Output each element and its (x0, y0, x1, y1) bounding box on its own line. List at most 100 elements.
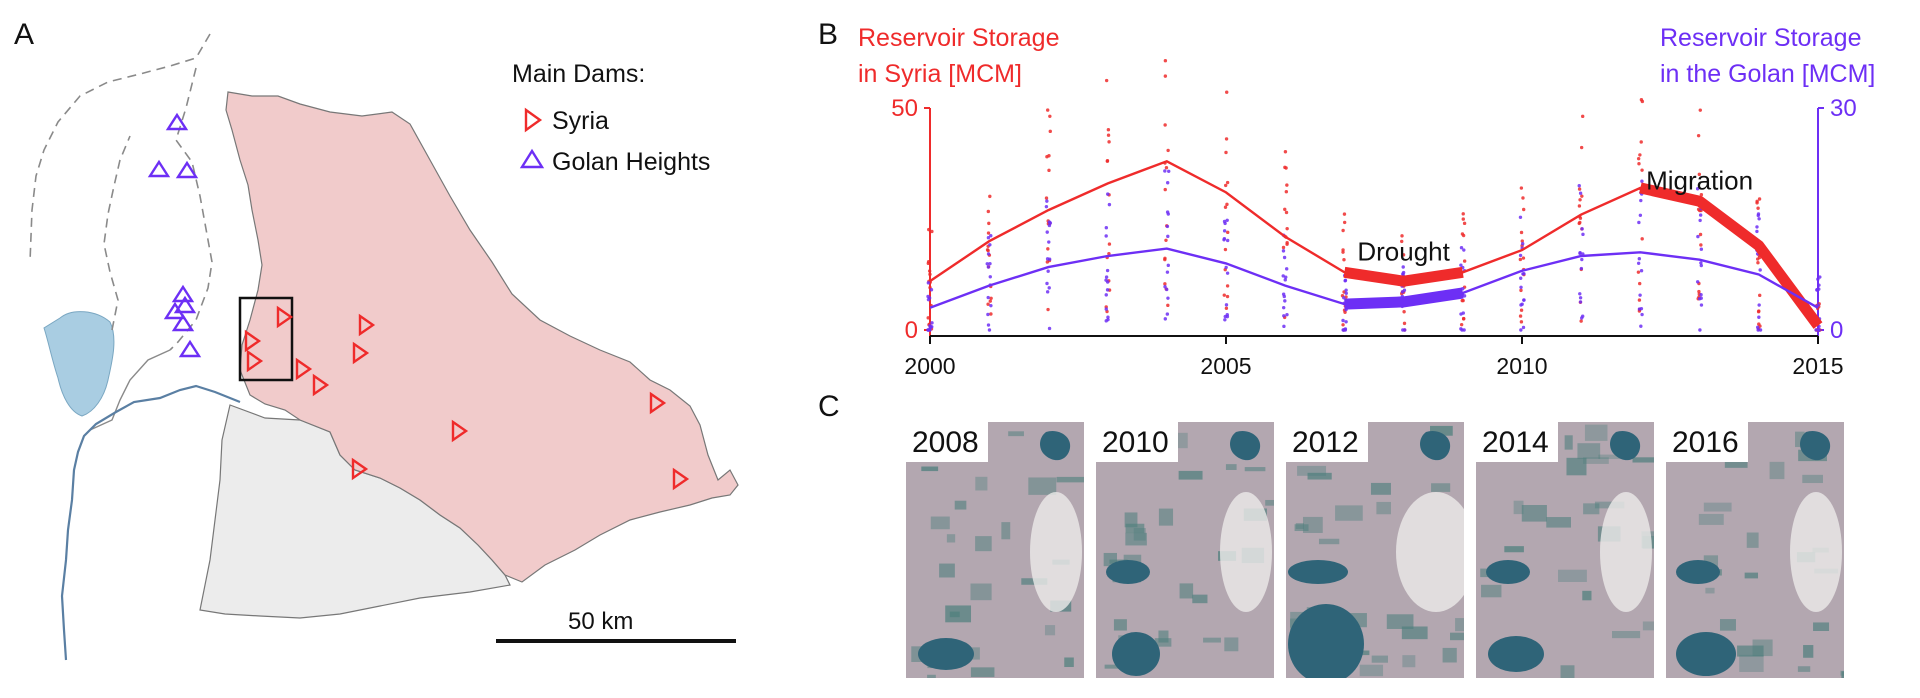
scatter-point (1697, 289, 1701, 294)
scatter-point (1225, 90, 1229, 94)
scatter-point (1225, 271, 1230, 275)
scatter-point (1107, 140, 1111, 144)
scatter-point (1578, 292, 1582, 296)
scatter-point (1225, 218, 1229, 222)
field-patch (1123, 554, 1142, 566)
scatter-point (987, 328, 992, 332)
border-dashed (29, 33, 211, 263)
scatter-point (1519, 320, 1524, 324)
scatter-point (1637, 162, 1641, 166)
scatter-point (1578, 251, 1582, 256)
scatter-point (1757, 197, 1762, 201)
scatter-point (1224, 303, 1229, 307)
series-highlight (1344, 287, 1464, 310)
scatter-point (929, 288, 934, 292)
satellite-image: 2014 (1476, 422, 1654, 678)
scatter-point (1343, 310, 1347, 314)
scatter-point (1756, 212, 1761, 216)
field-patch (1841, 671, 1844, 678)
scatter-point (1638, 281, 1642, 286)
field-patch (1612, 631, 1641, 639)
field-patch (1746, 532, 1759, 548)
field-patch (1028, 477, 1057, 495)
x-tick-label: 2010 (1496, 353, 1547, 379)
scatter-point (1106, 192, 1110, 196)
field-patch (1386, 614, 1414, 629)
scatter-point (986, 323, 991, 327)
scatter-point (1223, 247, 1228, 252)
field-patch (1769, 461, 1785, 480)
scatter-point (1224, 137, 1229, 141)
scatter-point (1519, 230, 1524, 235)
field-patch (921, 466, 939, 472)
scatter-point (1698, 213, 1703, 217)
scatter-point (1816, 277, 1820, 281)
field-patch (1705, 587, 1715, 594)
scatter-point (928, 324, 932, 328)
annotation-label: Drought (1357, 236, 1450, 266)
scatter-point (1165, 312, 1170, 316)
field-patch (1295, 523, 1304, 529)
scatter-point (1163, 317, 1167, 321)
field-patch (1335, 505, 1363, 521)
field-patch (1056, 476, 1084, 483)
scatter-point (1580, 114, 1585, 119)
field-patch (1376, 501, 1391, 515)
scatter-point (1755, 325, 1760, 330)
scatter-point (1519, 303, 1523, 307)
y-right-title-line1: Reservoir Storage (1660, 24, 1861, 52)
scatter-point (1163, 74, 1168, 78)
y-right-tick-label: 30 (1830, 95, 1857, 122)
scatter-point (1283, 278, 1287, 282)
field-patch (1739, 654, 1764, 672)
scatter-point (1639, 98, 1644, 102)
field-patch (970, 667, 995, 677)
year-label-bg (1476, 422, 1558, 462)
field-patch (1698, 513, 1724, 525)
scatter-point (986, 312, 990, 317)
scatter-point (1521, 325, 1526, 330)
bright-area (1220, 492, 1272, 612)
field-patch (975, 476, 988, 491)
scatter-point (1047, 223, 1052, 228)
year-label: 2008 (912, 426, 979, 459)
scatter-point (1225, 294, 1230, 299)
scatter-point (1344, 288, 1348, 292)
scatter-point (1519, 308, 1524, 312)
scatter-point (1165, 287, 1169, 292)
x-tick-label: 2005 (1200, 353, 1251, 379)
field-patch (1632, 457, 1654, 463)
scatter-point (1222, 229, 1227, 233)
scatter-point (1106, 127, 1111, 132)
scatter-point (1815, 288, 1819, 292)
year-label-bg (1096, 422, 1178, 462)
field-patch (927, 674, 936, 678)
syria-dam-marker (295, 357, 313, 381)
scatter-point (1581, 232, 1585, 237)
scatter-point (926, 259, 931, 264)
scatter-point (1696, 133, 1701, 138)
field-patch (1703, 555, 1719, 568)
scatter-point (1341, 323, 1345, 327)
scatter-point (989, 303, 993, 308)
scatter-point (1342, 328, 1346, 332)
year-label: 2016 (1672, 426, 1739, 459)
reservoir-middle (1106, 560, 1150, 584)
scatter-point (1044, 196, 1049, 200)
y-left-tick-label: 50 (891, 95, 918, 122)
scatter-point (1105, 159, 1110, 163)
series-highlight (1343, 266, 1464, 287)
scatter-point (1282, 324, 1286, 329)
syria-dam-marker (451, 419, 469, 443)
scatter-point (1698, 328, 1702, 332)
scatter-point (1758, 328, 1763, 332)
field-patch (970, 583, 992, 601)
reservoir-north (1610, 430, 1641, 461)
reservoir-north (1040, 430, 1071, 461)
map-legend: Main Dams: Syria Golan Heights (512, 60, 710, 176)
chart-annotations: Drought Migration (1357, 165, 1753, 266)
border-solid (89, 349, 171, 431)
scatter-point (1104, 307, 1108, 311)
scatter-point (1461, 298, 1465, 303)
field-patch (1008, 431, 1024, 437)
